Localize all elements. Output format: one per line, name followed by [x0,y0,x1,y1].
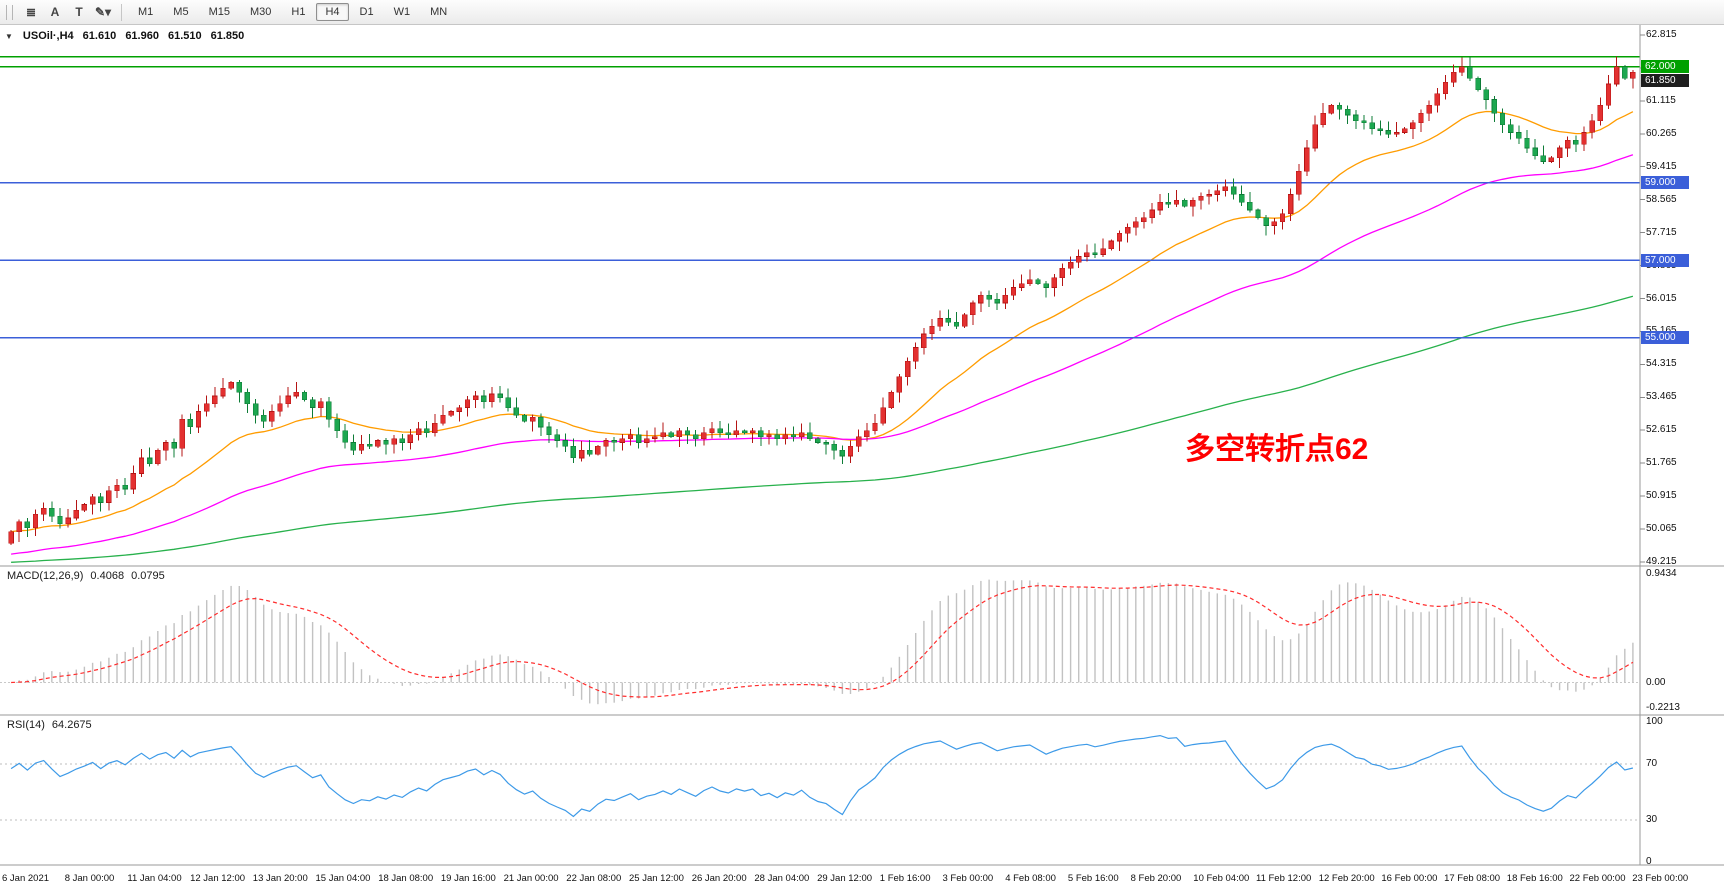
ma-fast [11,110,1634,533]
timeframe-d1[interactable]: D1 [359,6,374,18]
macd-value-main: 0.4068 [90,570,125,582]
candlestick-series [8,56,1636,545]
chart-annotation: 多空转折点62 [1185,433,1369,466]
one-click-collapse-icon[interactable]: ▼ [5,31,13,41]
ohlc-close: 61.850 [210,30,245,42]
annotation-a-icon[interactable]: A [50,5,60,19]
chart-header: ▼ USOil·,H4 61.610 61.960 61.510 61.850 [5,30,244,42]
macd-panel-graphics [0,579,1640,705]
rsi-value: 64.2675 [51,719,92,731]
macd-indicator-label: MACD(12,26,9) 0.4068 0.0795 [7,570,165,582]
macd-signal-line [11,584,1634,698]
timeframe-m30[interactable]: M30 [249,6,272,18]
rsi-line [10,734,1634,818]
drawing-tools-dropdown-icon[interactable]: ✎▾ [94,5,112,19]
macd-name: MACD(12,26,9) [7,570,84,582]
time-axis[interactable] [0,866,1724,892]
rsi-panel-graphics [0,734,1640,821]
symbol-label: USOil·,H4 [22,30,74,42]
toolbar-grip-icon[interactable] [6,4,13,20]
timeframe-mn[interactable]: MN [430,6,448,18]
timeframe-w1[interactable]: W1 [393,6,411,18]
charts-list-icon[interactable]: ≣ [25,5,37,19]
price-axis[interactable] [1641,25,1724,865]
rsi-indicator-label: RSI(14) 64.2675 [7,719,92,731]
timeframe-h4[interactable]: H4 [316,3,349,21]
rsi-name: RSI(14) [7,719,45,731]
ma-slow [11,295,1634,563]
ma-overlays [11,110,1634,563]
toolbar-tools: ≣ A T ✎▾ [19,2,115,22]
timeframe-buttons: M1 M5 M15 M30 H1 H4 D1 W1 MN [128,3,457,21]
timeframe-m5[interactable]: M5 [173,6,189,18]
timeframe-m15[interactable]: M15 [208,6,230,18]
timeframe-m1[interactable]: M1 [138,6,154,18]
text-tool-icon[interactable]: T [75,5,83,19]
macd-value-signal: 0.0795 [131,570,165,582]
ohlc-open: 61.610 [82,30,117,42]
ohlc-low: 61.510 [167,30,202,42]
horizontal-line-objects[interactable] [0,56,1640,339]
toolbar-separator [121,3,122,21]
timeframe-h1[interactable]: H1 [291,6,306,18]
axes-and-borders [0,25,1724,866]
ohlc-high: 61.960 [125,30,159,42]
toolbar: ≣ A T ✎▾ M1 M5 M15 M30 H1 H4 D1 W1 MN [0,0,1724,25]
ma-mid [11,154,1634,555]
